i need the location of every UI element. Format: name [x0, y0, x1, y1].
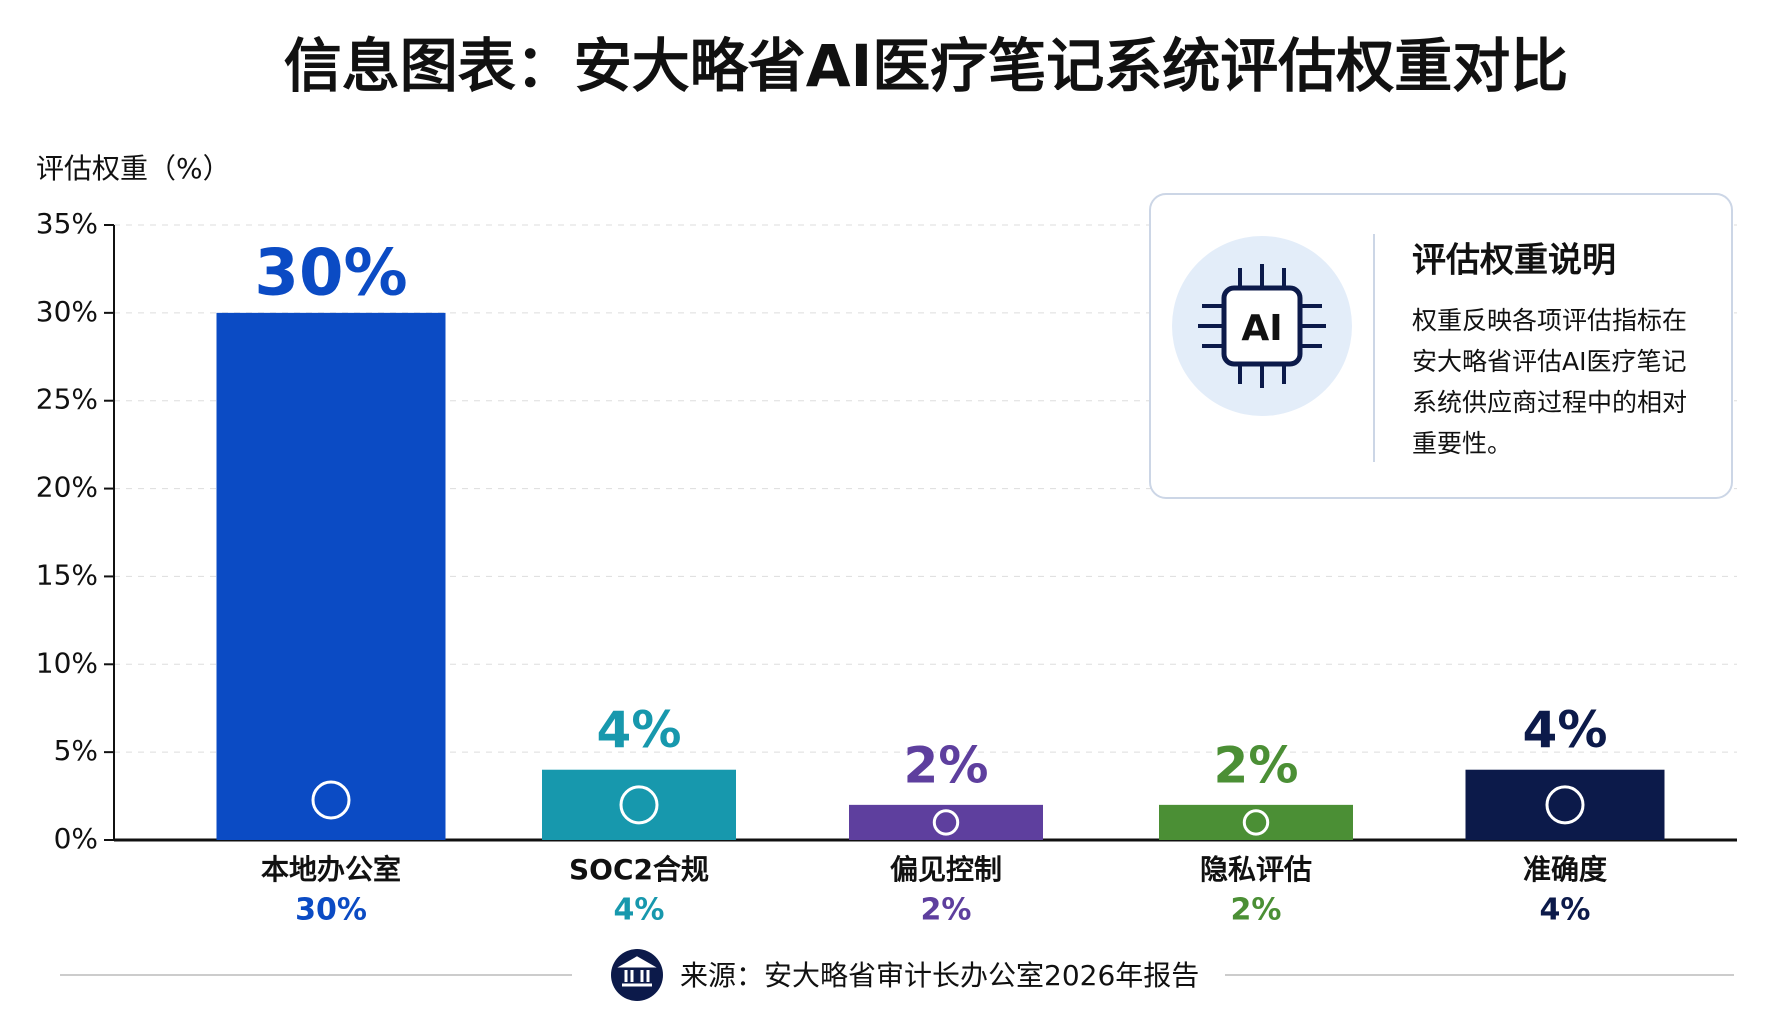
y-tick-label: 10% [36, 646, 98, 679]
source: 来源：安大略省审计长办公室2026年报告 [680, 959, 1199, 992]
value-label: 4% [1523, 701, 1608, 759]
x-value-label: 2% [1231, 893, 1282, 928]
y-axis-label: 评估权重（%） [36, 152, 231, 185]
info-line: 系统供应商过程中的相对 [1412, 388, 1687, 417]
info-title: 评估权重说明 [1412, 241, 1616, 281]
x-value-label: 2% [921, 893, 972, 928]
y-tick-label: 0% [54, 822, 98, 855]
x-tick-label: 隐私评估 [1200, 853, 1312, 886]
bar-icon [619, 785, 659, 825]
value-label: 4% [597, 701, 682, 759]
y-tick-label: 35% [36, 207, 98, 240]
x-tick-label: 本地办公室 [261, 853, 401, 886]
y-tick-label: 30% [36, 295, 98, 328]
x-value-label: 4% [614, 893, 665, 928]
bar [216, 312, 446, 840]
info-line: 权重反映各项评估指标在 [1412, 306, 1687, 335]
info-line: 安大略省评估AI医疗笔记 [1412, 347, 1686, 376]
value-label: 2% [1214, 736, 1299, 794]
value-label: 30% [254, 236, 407, 310]
source-icon [611, 949, 663, 1001]
bar-icon [932, 809, 960, 836]
x-tick-label: 准确度 [1523, 853, 1607, 886]
bar-icon [1545, 785, 1585, 825]
x-tick-label: 偏见控制 [890, 853, 1002, 886]
info-icon-text: AI [1241, 308, 1282, 349]
x-value-label: 30% [295, 893, 367, 928]
x-value-label: 4% [1540, 893, 1591, 928]
bar [1465, 769, 1665, 840]
source-icon-glyph [617, 956, 657, 987]
value-label: 2% [904, 736, 989, 794]
y-tick-label: 20% [36, 471, 98, 504]
info-line: 重要性。 [1412, 429, 1512, 458]
bar-icon [1242, 809, 1270, 836]
y-tick-label: 25% [36, 383, 98, 416]
y-tick-label: 5% [54, 734, 98, 767]
chart-title: 信息图表：安大略省AI医疗笔记系统评估权重对比 [284, 32, 1568, 100]
y-tick-label: 15% [36, 558, 98, 591]
bar-icon [311, 780, 351, 820]
info-box: AI 评估权重说明 权重反映各项评估指标在安大略省评估AI医疗笔记系统供应商过程… [1149, 193, 1733, 499]
chip-pins [1198, 264, 1326, 388]
x-tick-label: SOC2合规 [569, 853, 709, 886]
bar [542, 769, 736, 840]
